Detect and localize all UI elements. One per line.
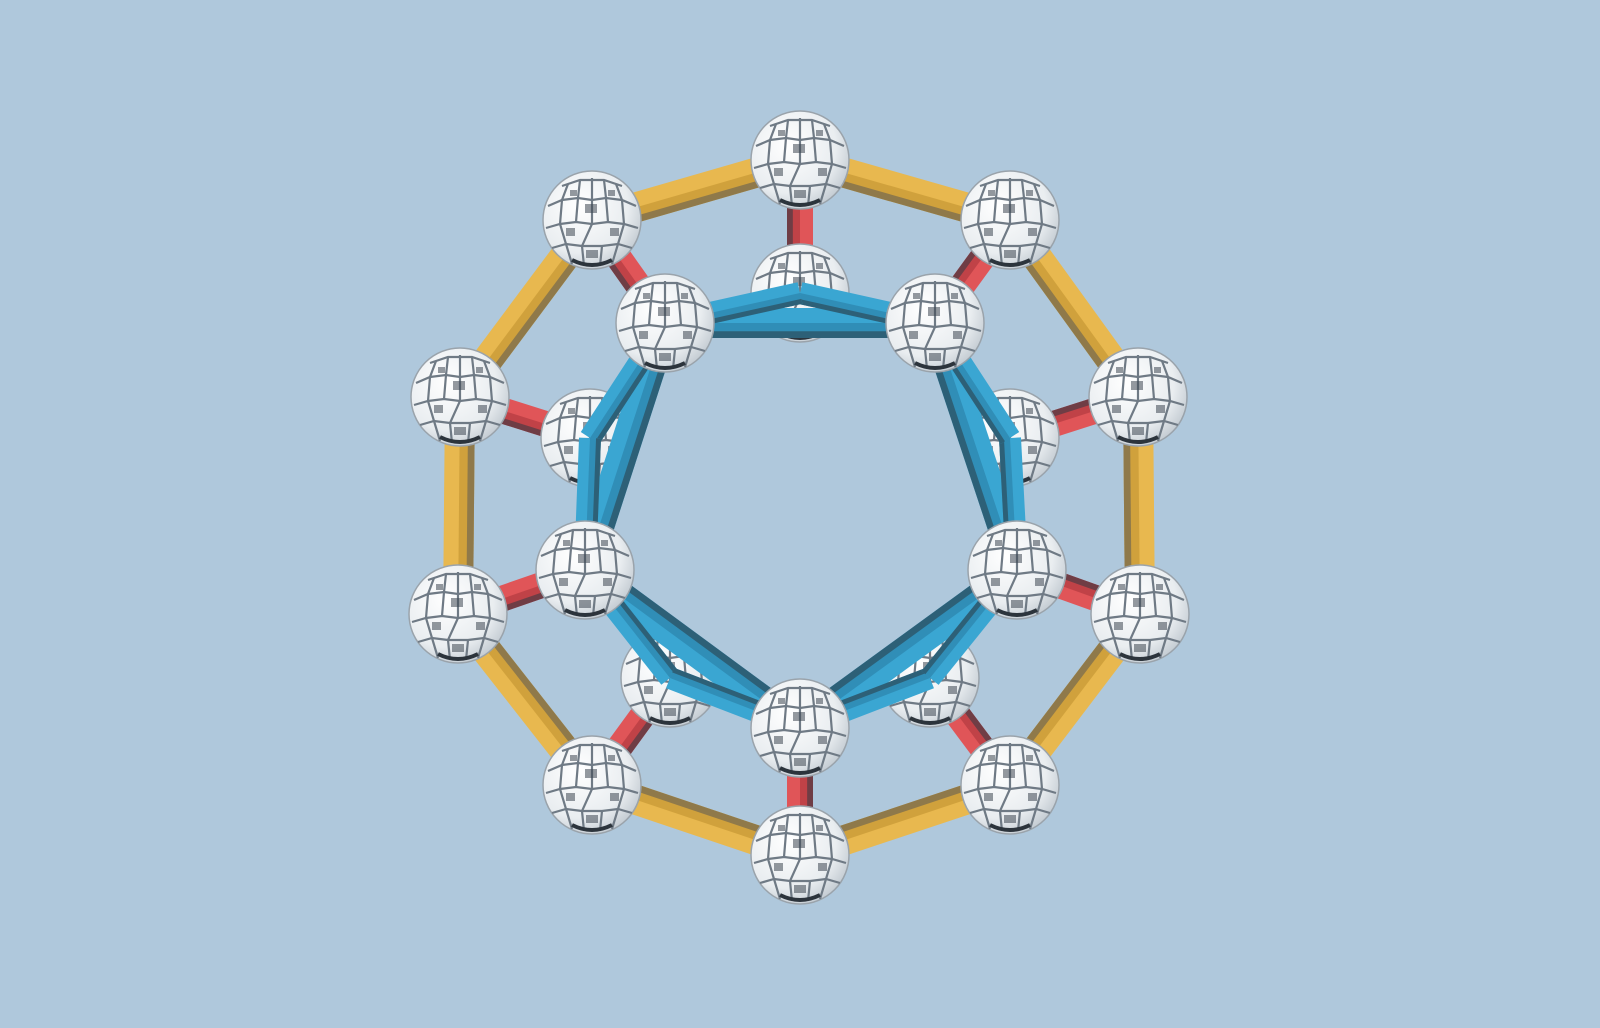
inner-blue-struts <box>570 282 1032 741</box>
outer-strut <box>795 145 1015 235</box>
connector-ball-outer[interactable] <box>411 348 509 446</box>
connector-ball-outer[interactable] <box>543 171 641 269</box>
inner-strut <box>576 557 809 741</box>
connector-ball-outer[interactable] <box>1091 565 1189 663</box>
connector-ball-inner[interactable] <box>616 274 714 372</box>
connector-ball-outer[interactable] <box>961 171 1059 269</box>
connector-ball-outer[interactable] <box>1089 348 1187 446</box>
outer-strut <box>443 396 475 615</box>
inner-strut <box>791 557 1026 741</box>
outer-yellow-struts <box>443 145 1155 870</box>
connector-ball-inner[interactable] <box>886 274 984 372</box>
connector-ball-outer[interactable] <box>409 565 507 663</box>
outer-strut <box>795 770 1015 870</box>
outer-strut <box>1123 396 1155 615</box>
connector-ball-outer[interactable] <box>543 736 641 834</box>
connector-ball-outer[interactable] <box>751 111 849 209</box>
connector-ball-outer[interactable] <box>751 806 849 904</box>
connector-ball-outer[interactable] <box>961 736 1059 834</box>
connector-ball-inner[interactable] <box>751 679 849 777</box>
outer-strut <box>587 145 805 235</box>
connector-ball-inner[interactable] <box>536 521 634 619</box>
outer-strut <box>587 770 805 870</box>
connector-ball-inner[interactable] <box>968 521 1066 619</box>
